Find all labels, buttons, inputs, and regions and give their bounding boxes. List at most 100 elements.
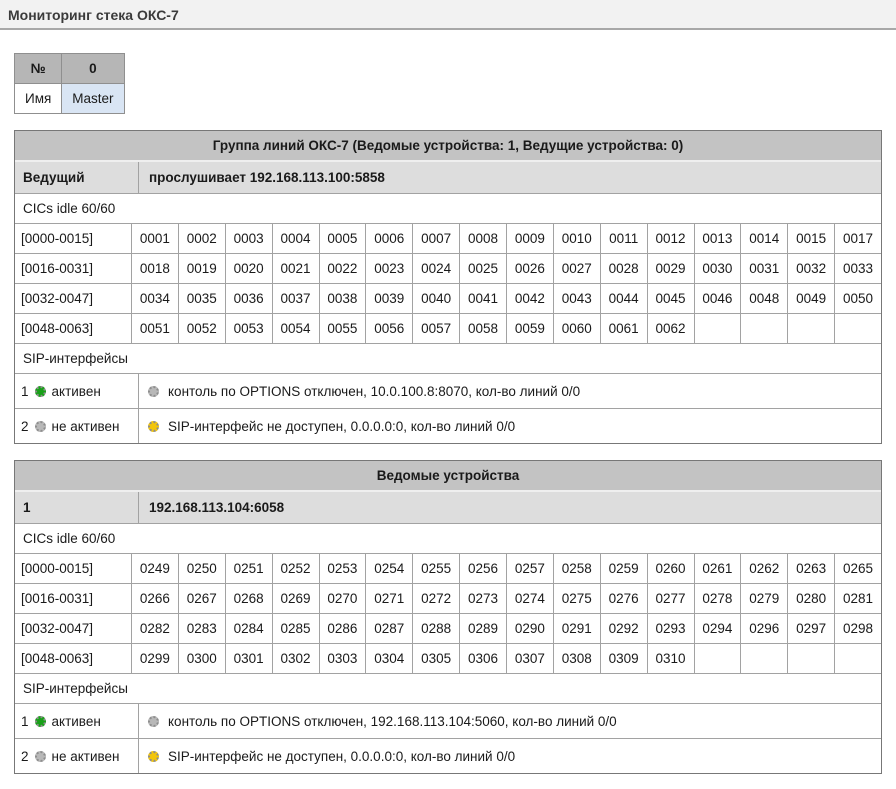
cic-cell: 0008 xyxy=(459,224,506,253)
cic-cell: 0270 xyxy=(318,584,366,613)
cic-cell: 0260 xyxy=(646,554,694,583)
master-subheader-row: Ведущий прослушивает 192.168.113.100:585… xyxy=(15,162,881,193)
sip-interface-message: контоль по OPTIONS отключен, 10.0.100.8:… xyxy=(168,383,581,399)
cic-row: [0048-0063] 0299 0300 0301 0302 0303 0304 0305… xyxy=(15,643,881,673)
slave-number-label: 1 xyxy=(15,492,139,523)
cic-row: [0016-0031] 0266 0267 0268 0269 0270 0271 0272… xyxy=(15,583,881,613)
cic-cell xyxy=(787,644,834,673)
cic-cell: 0020 xyxy=(224,254,272,283)
cic-row: [0016-0031] 0018 0019 0020 0021 0022 0023 0024… xyxy=(15,253,881,283)
cic-cell: 0296 xyxy=(740,614,787,643)
cic-cell: 0285 xyxy=(271,614,319,643)
cic-row: [0000-0015] 0249 0250 0251 0252 0253 0254 0255… xyxy=(15,553,881,583)
cic-cell: 0051 xyxy=(131,314,178,343)
cic-range-label: [0000-0015] xyxy=(21,561,94,576)
cic-cell: 0041 xyxy=(459,284,506,313)
cic-cell: 0043 xyxy=(552,284,600,313)
cic-cell: 0269 xyxy=(271,584,319,613)
cic-row: [0048-0063] 0051 0052 0053 0054 0055 0056 0057… xyxy=(15,313,881,343)
cic-range-label: [0032-0047] xyxy=(21,621,94,636)
cic-cell: 0271 xyxy=(365,584,412,613)
slave-cics-idle-label: CICs idle 60/60 xyxy=(15,523,881,553)
cic-range-label: [0048-0063] xyxy=(21,651,94,666)
cic-cell: 0299 xyxy=(131,644,178,673)
cic-cell: 0024 xyxy=(412,254,459,283)
cic-cell: 0300 xyxy=(177,644,225,673)
cic-range-label: [0000-0015] xyxy=(21,231,94,246)
cic-cell: 0279 xyxy=(740,584,787,613)
cic-cell: 0056 xyxy=(365,314,412,343)
cic-cell: 0015 xyxy=(787,224,834,253)
cic-range-label: [0032-0047] xyxy=(21,291,94,306)
cic-cell: 0040 xyxy=(412,284,459,313)
sip-interface-message-cell: SIP-интерфейс не доступен, 0.0.0.0:0, ко… xyxy=(139,739,881,773)
cic-cell: 0026 xyxy=(506,254,553,283)
slave-subheader-row: 1 192.168.113.104:6058 xyxy=(15,492,881,523)
cic-row: [0032-0047] 0034 0035 0036 0037 0038 0039 0040… xyxy=(15,283,881,313)
sip-interface-number: 1 xyxy=(21,383,29,399)
cic-cell: 0028 xyxy=(599,254,647,283)
cic-cell: 0019 xyxy=(177,254,225,283)
cic-cell: 0275 xyxy=(552,584,600,613)
sip-interface-status-text: активен xyxy=(51,383,101,399)
cic-cell: 0283 xyxy=(177,614,225,643)
cic-cell: 0253 xyxy=(318,554,366,583)
cic-cell xyxy=(834,644,881,673)
cic-cell: 0012 xyxy=(646,224,694,253)
cic-values: 0018 0019 0020 0021 0022 0023 0024 0025 0026 0027… xyxy=(131,254,881,283)
sip-interface-message: SIP-интерфейс не доступен, 0.0.0.0:0, ко… xyxy=(168,418,516,434)
cic-cell: 0297 xyxy=(787,614,834,643)
cic-cell: 0018 xyxy=(131,254,178,283)
cic-cell: 0046 xyxy=(693,284,741,313)
cic-row: [0032-0047] 0282 0283 0284 0285 0286 0287 0288… xyxy=(15,613,881,643)
cic-cell: 0032 xyxy=(787,254,834,283)
cic-cell: 0293 xyxy=(646,614,694,643)
cic-cell: 0052 xyxy=(177,314,225,343)
cic-values: 0299 0300 0301 0302 0303 0304 0305 0306 0307 0308… xyxy=(131,644,881,673)
cic-cell: 0289 xyxy=(459,614,506,643)
sip-interface-row: 1 активен контоль по OPTIONS отключен, 1… xyxy=(15,703,881,738)
cic-values: 0034 0035 0036 0037 0038 0039 0040 0041 0042 0043… xyxy=(131,284,881,313)
device-number-value: 0 xyxy=(61,53,125,84)
cic-cell: 0027 xyxy=(552,254,600,283)
cic-values: 0282 0283 0284 0285 0286 0287 0288 0289 0290 0291… xyxy=(131,614,881,643)
sip-interface-message-cell: контоль по OPTIONS отключен, 10.0.100.8:… xyxy=(139,374,881,408)
cic-cell: 0251 xyxy=(224,554,272,583)
device-number-header: № xyxy=(13,53,63,84)
cic-cell: 0025 xyxy=(459,254,506,283)
cic-cell: 0059 xyxy=(506,314,553,343)
cic-cell: 0268 xyxy=(224,584,272,613)
cic-cell: 0298 xyxy=(834,614,881,643)
cic-cell: 0017 xyxy=(834,224,881,253)
device-name-value[interactable]: Master xyxy=(61,83,125,114)
cic-cell: 0272 xyxy=(412,584,459,613)
cic-cell: 0010 xyxy=(552,224,600,253)
master-listen-address: прослушивает 192.168.113.100:5858 xyxy=(149,170,385,185)
cic-cell: 0259 xyxy=(599,554,647,583)
cic-cell: 0013 xyxy=(693,224,741,253)
cic-values: 0001 0002 0003 0004 0005 0006 0007 0008 0009 0010… xyxy=(131,224,881,253)
cic-cell: 0286 xyxy=(318,614,366,643)
cic-cell: 0290 xyxy=(506,614,553,643)
cic-cell: 0303 xyxy=(318,644,366,673)
cic-cell: 0062 xyxy=(646,314,694,343)
cic-cell: 0306 xyxy=(459,644,506,673)
message-led-icon xyxy=(148,420,159,432)
sip-interface-number: 2 xyxy=(21,418,29,434)
sip-interface-status: 2 не активен xyxy=(15,409,139,443)
cic-cell: 0266 xyxy=(131,584,178,613)
cic-cell: 0254 xyxy=(365,554,412,583)
status-led-icon xyxy=(34,715,46,727)
master-sip-section-label: SIP-интерфейсы xyxy=(15,343,881,373)
cic-cell xyxy=(693,314,741,343)
sip-interface-message: контоль по OPTIONS отключен, 192.168.113… xyxy=(168,713,617,729)
cic-cell: 0009 xyxy=(506,224,553,253)
cic-cell: 0287 xyxy=(365,614,412,643)
cic-cell: 0044 xyxy=(599,284,647,313)
message-led-icon xyxy=(148,385,159,397)
cic-cell: 0011 xyxy=(599,224,647,253)
cic-cell: 0282 xyxy=(131,614,178,643)
cic-cell: 0255 xyxy=(412,554,459,583)
sip-interface-status-text: не активен xyxy=(51,418,120,434)
sip-interface-status-text: не активен xyxy=(51,748,120,764)
